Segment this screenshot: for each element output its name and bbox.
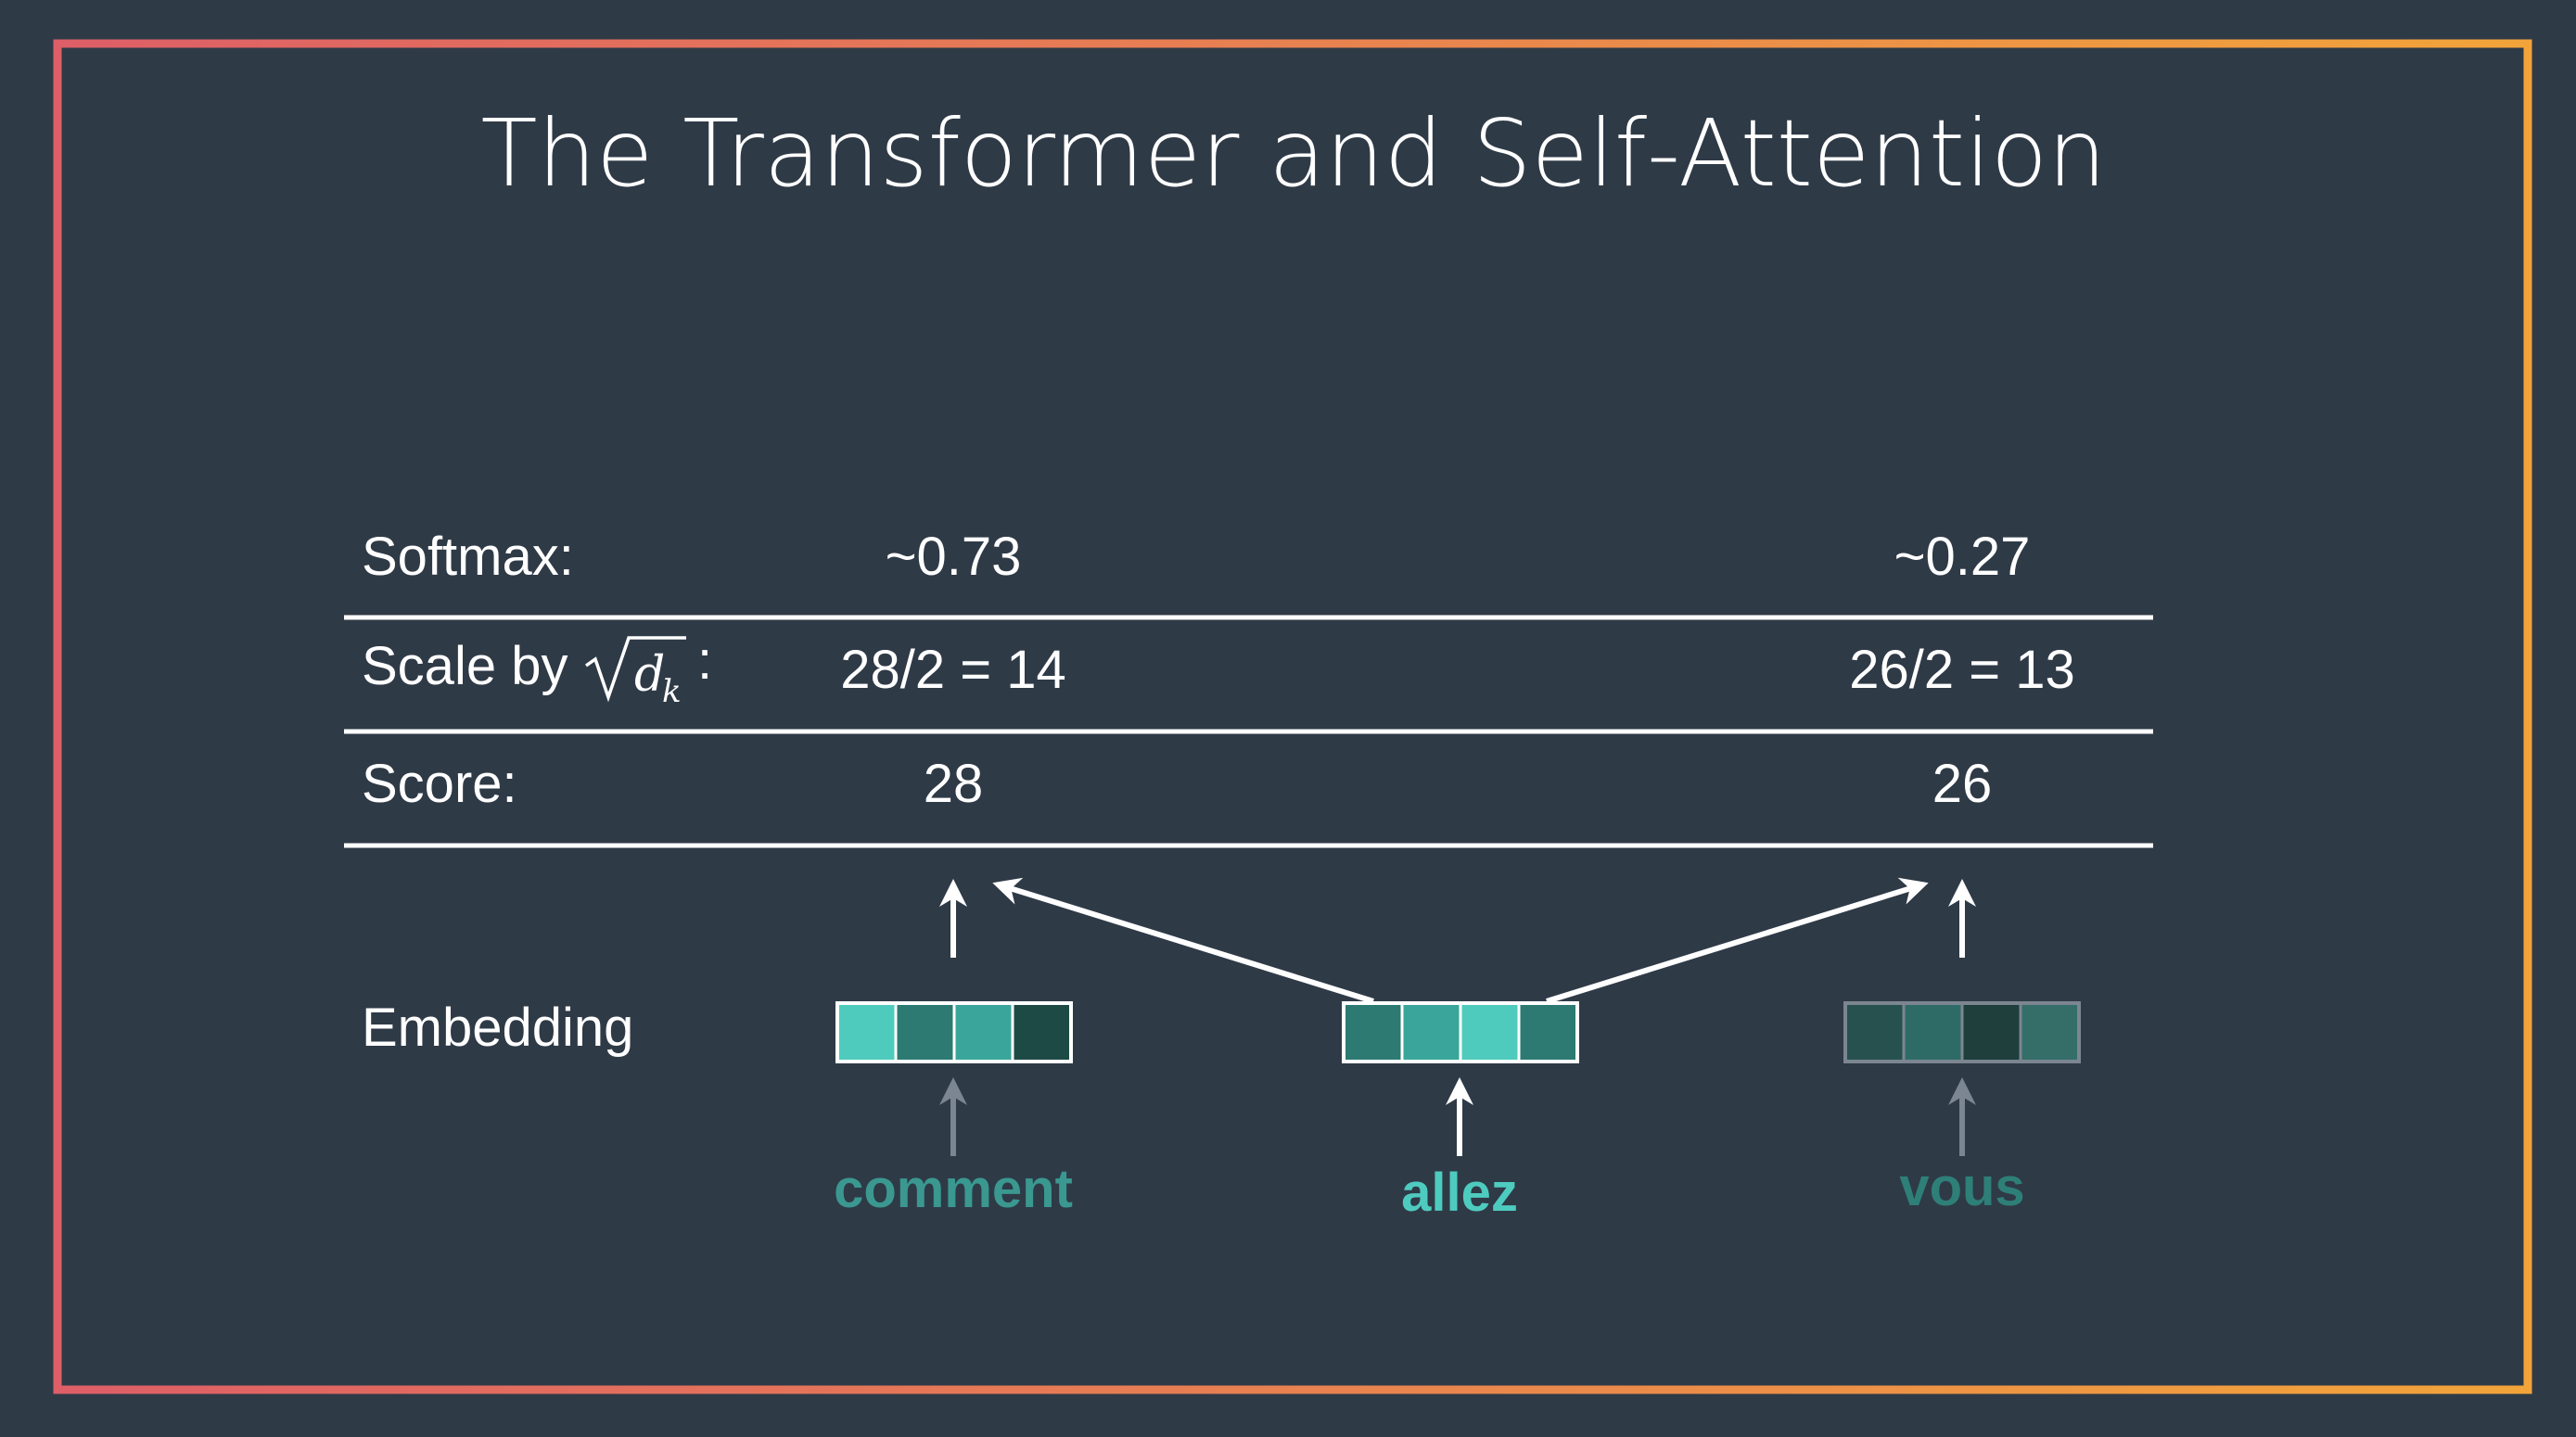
sqrt-dk-symbol: d k: [584, 636, 686, 710]
score-value-vous: 26: [1932, 754, 1993, 814]
embedding-cell: [896, 1003, 954, 1062]
slide-title: The Transformer and Self-Attention: [481, 99, 2107, 208]
score-label: Score:: [362, 754, 517, 814]
svg-text:k: k: [662, 673, 682, 710]
embedding-cell: [837, 1003, 896, 1062]
scale-label-prefix: Scale by: [362, 636, 567, 696]
embedding-cell: [2021, 1003, 2079, 1062]
embedding-vector-comment: [835, 1001, 1073, 1063]
embedding-cell: [1402, 1003, 1460, 1062]
softmax-value-vous: ~0.27: [1894, 527, 2031, 587]
scale-label-suffix: :: [697, 630, 712, 691]
embedding-cell: [1460, 1003, 1519, 1062]
softmax-value-comment: ~0.73: [886, 527, 1022, 587]
embedding-cell: [1904, 1003, 1962, 1062]
scale-label: Scale by d k :: [362, 630, 712, 710]
embedding-vector-allez: [1342, 1001, 1579, 1063]
embedding-vector-vous: [1843, 1001, 2081, 1063]
score-value-comment: 28: [924, 754, 984, 814]
slide-border: [53, 39, 2532, 1394]
word-vous: vous: [1899, 1157, 2024, 1217]
embedding-cell: [954, 1003, 1013, 1062]
embedding-cell: [1845, 1003, 1904, 1062]
attention-arrow-to-vous: [1546, 877, 1929, 1004]
softmax-label: Softmax:: [362, 527, 574, 587]
word-allez: allez: [1401, 1163, 1518, 1223]
scale-value-comment: 28/2 = 14: [840, 640, 1066, 700]
svg-text:d: d: [634, 647, 665, 703]
embedding-cell: [1519, 1003, 1577, 1062]
embedding-cell: [1013, 1003, 1071, 1062]
word-comment: comment: [834, 1159, 1073, 1219]
attention-arrow-to-comment: [992, 877, 1374, 1004]
embedding-label: Embedding: [362, 998, 633, 1058]
embedding-cell: [1344, 1003, 1402, 1062]
embedding-cell: [1962, 1003, 2021, 1062]
scale-value-vous: 26/2 = 13: [1849, 640, 2075, 700]
